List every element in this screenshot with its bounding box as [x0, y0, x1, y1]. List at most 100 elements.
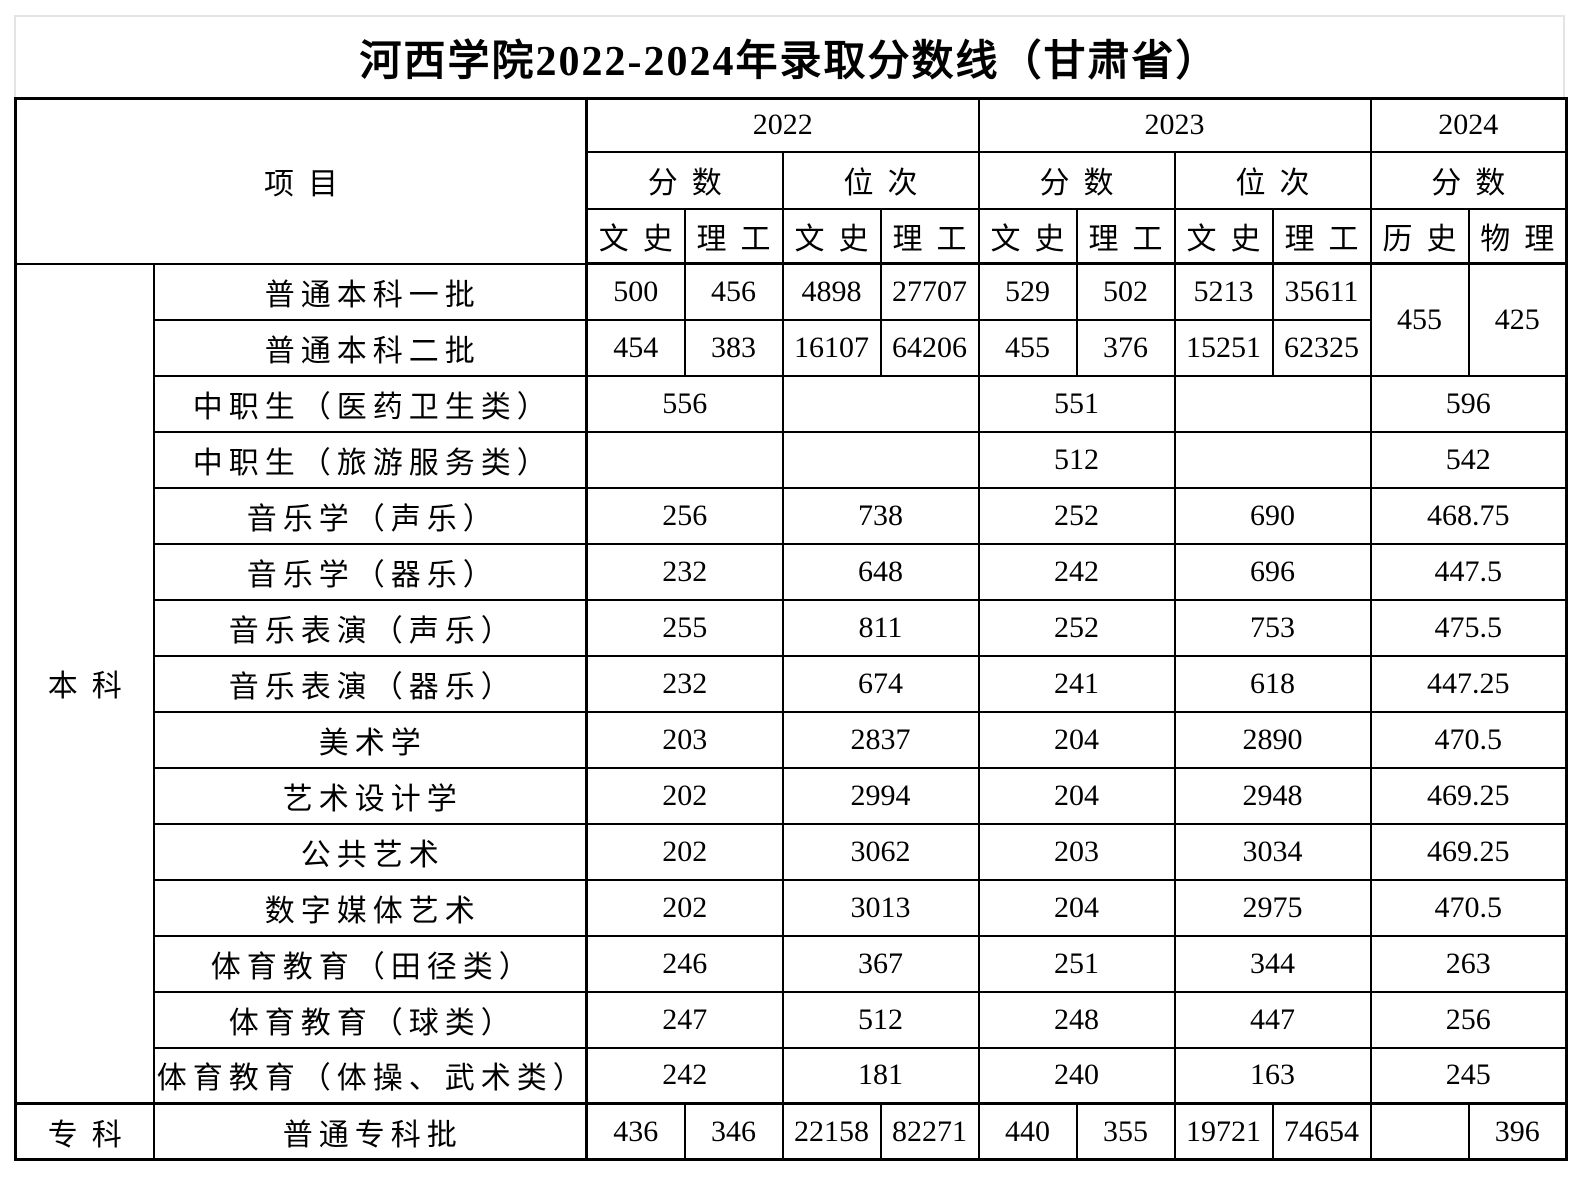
table-row: 本科 普通本科一批 500 456 4898 27707 529 502 521… [14, 262, 1568, 1105]
table-cell: 468.75 [1369, 486, 1568, 545]
table-cell: 15251 [1173, 318, 1274, 377]
table-cell: 346 [683, 1102, 784, 1161]
header-year-2023: 2023 [977, 97, 1372, 153]
table-cell: 551 [977, 374, 1176, 433]
header-year-2024: 2024 [1369, 97, 1568, 153]
table-cell [1369, 1102, 1470, 1161]
table-cell: 376 [1075, 318, 1176, 377]
table-cell: 674 [781, 654, 980, 713]
table-row: 数字媒体艺术 202 3013 204 2975 470.5 [16, 878, 1568, 937]
row-label: 音乐表演（声乐） [152, 598, 588, 657]
table-cell: 242 [977, 542, 1176, 601]
table-row: 音乐表演（声乐） 255 811 252 753 475.5 [16, 598, 1568, 657]
table-cell: 811 [781, 598, 980, 657]
table-row: 公共艺术 202 3062 203 3034 469.25 [16, 822, 1568, 881]
table-row: 音乐学（声乐） 256 738 252 690 468.75 [16, 486, 1568, 545]
row-label: 公共艺术 [152, 822, 588, 881]
table-row: 体育教育（球类） 247 512 248 447 256 [16, 990, 1568, 1049]
table-cell: 500 [585, 262, 686, 321]
table-cell: 2994 [781, 766, 980, 825]
row-label: 数字媒体艺术 [152, 878, 588, 937]
header-row-measure: 分数 位次 分数 位次 分数 [16, 150, 1568, 210]
table-cell: 753 [1173, 598, 1372, 657]
table-cell: 3013 [781, 878, 980, 937]
table-cell: 512 [977, 430, 1176, 489]
table-cell: 425 [1467, 262, 1568, 377]
table-body: 本科 普通本科一批 500 456 4898 27707 529 502 521… [14, 262, 1568, 1161]
table-cell: 469.25 [1369, 766, 1568, 825]
table-cell: 202 [585, 766, 784, 825]
title-box: 河西学院2022-2024年录取分数线（甘肃省） [14, 15, 1565, 97]
header-score-2022: 分数 [585, 150, 784, 210]
table-row: 中职生（医药卫生类） 556 551 596 [16, 374, 1568, 433]
table-row: 美术学 203 2837 204 2890 470.5 [16, 710, 1568, 769]
table-header: 项目 2022 2023 2024 分数 位次 分数 位次 分数 文史 理工 文… [14, 97, 1568, 265]
table-cell: 367 [781, 934, 980, 993]
section-label-undergraduate: 本科 [14, 262, 155, 1105]
header-history-2024: 历史 [1369, 207, 1470, 265]
header-rank-2022: 位次 [781, 150, 980, 210]
table-cell: 447.25 [1369, 654, 1568, 713]
table-cell: 204 [977, 710, 1176, 769]
header-rank-2023: 位次 [1173, 150, 1372, 210]
table-cell: 82271 [879, 1102, 980, 1161]
table-row: 中职生（旅游服务类） 512 542 [16, 430, 1568, 489]
table-row: 音乐表演（器乐） 232 674 241 618 447.25 [16, 654, 1568, 713]
table-cell [1173, 430, 1372, 489]
table-cell: 383 [683, 318, 784, 377]
table-cell: 35611 [1271, 262, 1372, 321]
table-cell: 232 [585, 654, 784, 713]
table-cell: 648 [781, 542, 980, 601]
scores-table: 项目 2022 2023 2024 分数 位次 分数 位次 分数 文史 理工 文… [14, 97, 1568, 1161]
header-item: 项目 [14, 97, 588, 265]
table-cell: 242 [585, 1046, 784, 1105]
table-cell: 440 [977, 1102, 1078, 1161]
table-cell: 690 [1173, 486, 1372, 545]
table-cell: 470.5 [1369, 878, 1568, 937]
row-label: 音乐学（声乐） [152, 486, 588, 545]
header-sci-rank-2022: 理工 [879, 207, 980, 265]
row-label: 音乐表演（器乐） [152, 654, 588, 713]
row-label: 艺术设计学 [152, 766, 588, 825]
table-cell: 16107 [781, 318, 882, 377]
section-label-college: 专科 [14, 1102, 155, 1161]
header-score-2024: 分数 [1369, 150, 1568, 210]
row-label: 体育教育（田径类） [152, 934, 588, 993]
table-cell: 454 [585, 318, 686, 377]
row-label: 普通本科二批 [152, 318, 588, 377]
table-cell: 203 [585, 710, 784, 769]
row-label: 中职生（旅游服务类） [152, 430, 588, 489]
table-row: 普通本科二批 454 383 16107 64206 455 376 15251… [16, 318, 1567, 377]
table-cell: 696 [1173, 542, 1372, 601]
table-cell: 456 [683, 262, 784, 321]
header-arts-rank-2023: 文史 [1173, 207, 1274, 265]
table-cell: 738 [781, 486, 980, 545]
header-row-years: 项目 2022 2023 2024 [14, 97, 1568, 265]
table-cell: 256 [585, 486, 784, 545]
row-label: 普通专科批 [152, 1102, 588, 1161]
table-cell [781, 430, 980, 489]
table-cell: 22158 [781, 1102, 882, 1161]
table-cell: 469.25 [1369, 822, 1568, 881]
row-label: 体育教育（球类） [152, 990, 588, 1049]
table-row: 体育教育（体操、武术类） 242 181 240 163 245 [16, 1046, 1568, 1105]
row-label: 美术学 [152, 710, 588, 769]
header-physics-2024: 物理 [1467, 207, 1568, 265]
table-cell: 4898 [781, 262, 882, 321]
table-cell: 436 [585, 1102, 686, 1161]
table-cell: 3062 [781, 822, 980, 881]
page-title: 河西学院2022-2024年录取分数线（甘肃省） [359, 38, 1220, 85]
header-arts-score-2023: 文史 [977, 207, 1078, 265]
row-label: 中职生（医药卫生类） [152, 374, 588, 433]
row-label: 普通本科一批 [152, 262, 588, 321]
table-cell: 256 [1369, 990, 1568, 1049]
table-cell [781, 374, 980, 433]
table-cell: 74654 [1271, 1102, 1372, 1161]
table-cell: 248 [977, 990, 1176, 1049]
table-cell: 247 [585, 990, 784, 1049]
table-cell: 355 [1075, 1102, 1176, 1161]
table-row: 艺术设计学 202 2994 204 2948 469.25 [16, 766, 1568, 825]
table-cell: 475.5 [1369, 598, 1568, 657]
table-cell: 3034 [1173, 822, 1372, 881]
header-arts-score-2022: 文史 [585, 207, 686, 265]
